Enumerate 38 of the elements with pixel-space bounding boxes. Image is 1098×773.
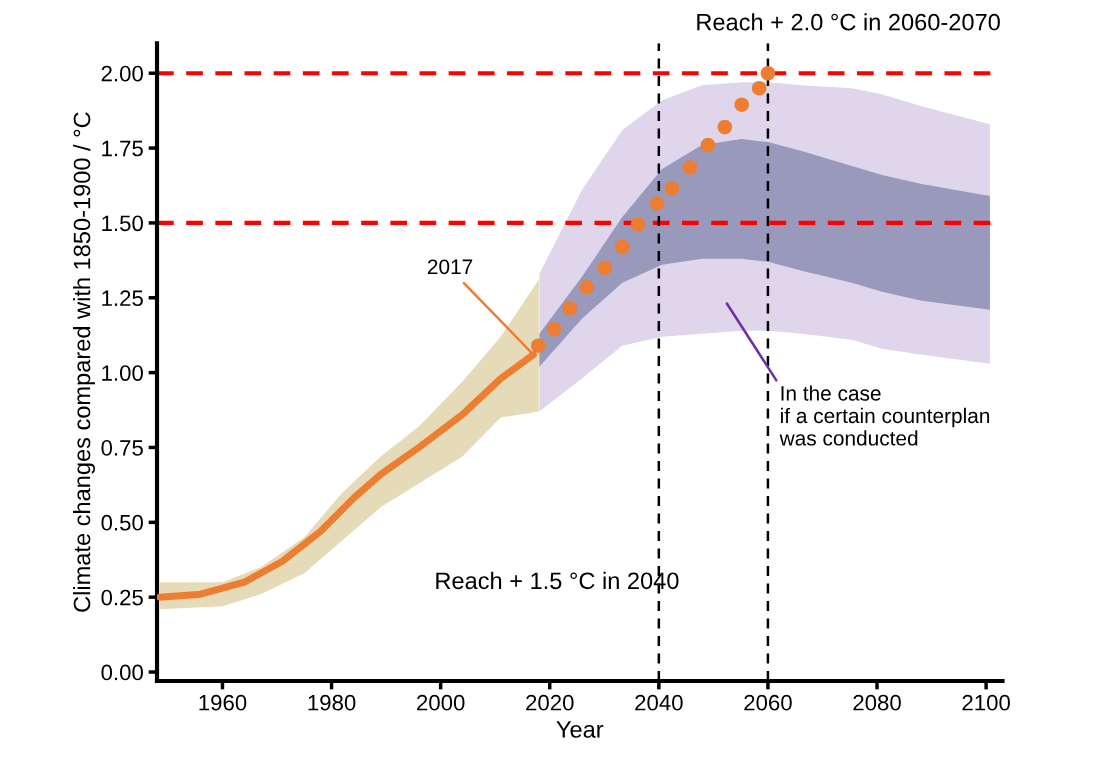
point [562, 300, 578, 316]
x-tick-label: 2080 [853, 694, 901, 711]
y-tick-label: 1.00 [102, 365, 143, 381]
point [630, 217, 646, 232]
y-tick-label: 2.00 [101, 65, 143, 82]
y-tick-label: 0.00 [101, 664, 143, 681]
point [531, 338, 546, 353]
y-axis-title: Climate changes compared with 1850-1900 / °C [73, 112, 96, 612]
y-tick-label: 0.75 [101, 440, 143, 456]
x-tick-label: 1960 [199, 694, 247, 711]
x-tick-label: 2040 [635, 694, 683, 711]
y-tick-label: 1.25 [102, 290, 143, 307]
annotation: In the case if a certain counterplan was conducted [779, 385, 990, 446]
annotation: 2017 [427, 259, 473, 275]
point [717, 119, 733, 135]
point [700, 137, 716, 153]
point [734, 97, 750, 112]
point [751, 80, 767, 96]
x-tick-label: 2100 [962, 694, 1010, 711]
x-axis-title: Year [556, 721, 604, 738]
x-tick-label: 2060 [744, 694, 792, 711]
y-tick-label: 0.25 [101, 589, 143, 606]
x-tick-label: 1980 [308, 694, 356, 711]
point [664, 181, 680, 196]
point [760, 65, 776, 81]
point [682, 160, 698, 175]
point [597, 260, 613, 276]
x-tick-label: 2000 [417, 694, 465, 711]
point [546, 321, 562, 337]
y-tick-label: 1.50 [102, 215, 143, 232]
annotation: Reach + 1.5 °C in 2040 [436, 571, 679, 590]
point [579, 280, 595, 295]
point [649, 196, 665, 211]
x-tick-label: 2020 [526, 694, 574, 711]
text: Reach + 2.0 °C in 2060-2070 [697, 13, 1000, 31]
y-tick-label: 0.50 [101, 514, 143, 531]
point [615, 239, 630, 255]
y-tick-label: 1.75 [102, 140, 143, 157]
